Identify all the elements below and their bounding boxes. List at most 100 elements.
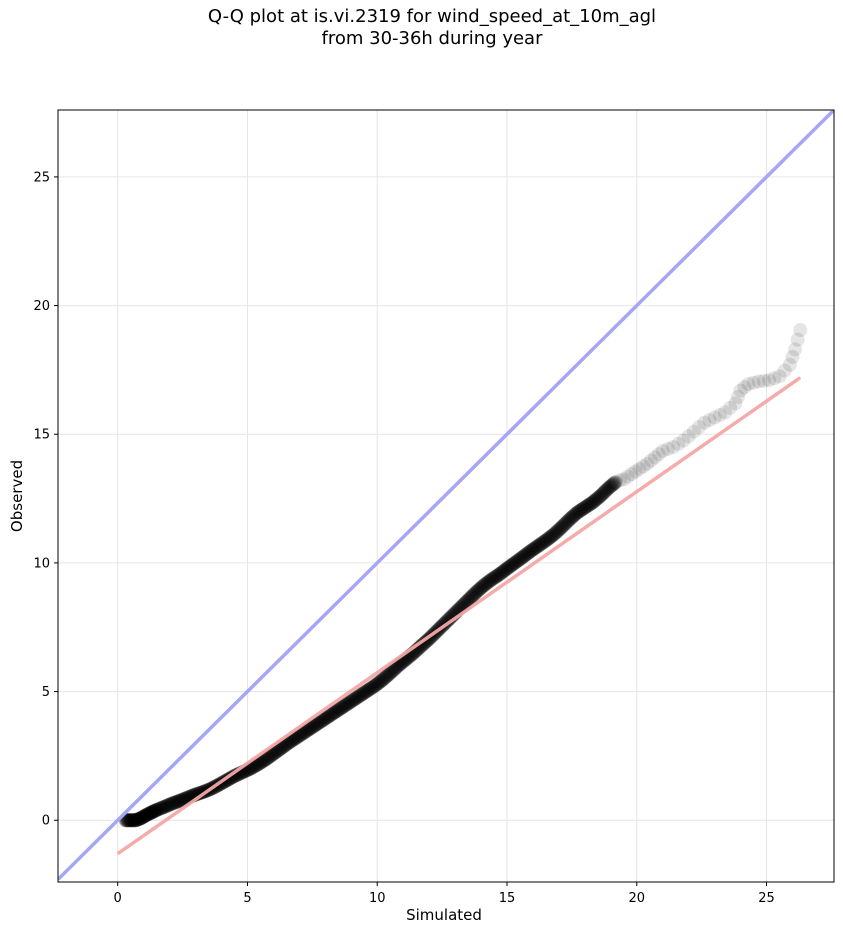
quantile-point bbox=[130, 812, 145, 827]
quantile-point bbox=[415, 638, 430, 653]
quantile-point bbox=[375, 672, 390, 687]
quantile-point bbox=[284, 733, 299, 748]
quantile-point bbox=[535, 535, 550, 550]
quantile-point bbox=[484, 572, 499, 587]
quantile-point bbox=[517, 548, 532, 563]
quantile-point bbox=[267, 746, 282, 761]
quantile-point bbox=[477, 577, 492, 592]
quantile-point bbox=[547, 526, 562, 541]
quantile-point bbox=[476, 578, 491, 593]
quantile-point bbox=[502, 559, 517, 574]
quantile-point bbox=[338, 697, 353, 712]
quantile-point bbox=[676, 433, 691, 448]
quantile-point bbox=[287, 731, 302, 746]
quantile-point bbox=[249, 758, 264, 773]
quantile-point bbox=[134, 811, 149, 826]
y-axis-label: Observed bbox=[8, 460, 26, 532]
quantile-point bbox=[368, 678, 383, 693]
quantile-point bbox=[605, 477, 620, 492]
quantile-point bbox=[598, 483, 613, 498]
quantile-point bbox=[587, 493, 602, 508]
quantile-point bbox=[503, 558, 518, 573]
quantile-point bbox=[275, 740, 290, 755]
quantile-point bbox=[328, 704, 343, 719]
quantile-point bbox=[349, 690, 364, 705]
quantile-point bbox=[591, 490, 606, 505]
quantile-point bbox=[556, 518, 571, 533]
quantile-point bbox=[536, 535, 551, 550]
quantile-point bbox=[125, 813, 140, 828]
quantile-point bbox=[605, 478, 620, 493]
quantile-point bbox=[132, 811, 147, 826]
quantile-point bbox=[514, 550, 529, 565]
quantile-point bbox=[541, 531, 556, 546]
quantile-point bbox=[121, 813, 136, 828]
quantile-point bbox=[527, 541, 542, 556]
quantile-point bbox=[589, 492, 604, 507]
quantile-point bbox=[147, 803, 162, 818]
quantile-point bbox=[785, 350, 800, 365]
quantile-point bbox=[559, 514, 574, 529]
quantile-point bbox=[557, 517, 572, 532]
quantile-point bbox=[514, 551, 529, 566]
quantile-point bbox=[323, 708, 338, 723]
quantile-point bbox=[260, 751, 275, 766]
quantile-point bbox=[478, 577, 493, 592]
quantile-point bbox=[487, 570, 502, 585]
quantile-point bbox=[345, 693, 360, 708]
x-tick-label: 15 bbox=[499, 891, 516, 906]
x-axis-label: Simulated bbox=[406, 906, 482, 924]
quantile-point bbox=[315, 713, 330, 728]
quantile-point bbox=[320, 709, 335, 724]
quantile-point bbox=[555, 519, 570, 534]
quantile-point bbox=[380, 668, 395, 683]
quantile-point bbox=[357, 685, 372, 700]
quantile-point bbox=[261, 750, 276, 765]
quantile-point bbox=[542, 531, 557, 546]
quantile-point bbox=[367, 678, 382, 693]
quantile-point bbox=[546, 527, 561, 542]
quantile-point bbox=[312, 715, 327, 730]
quantile-point bbox=[125, 813, 140, 828]
quantile-point bbox=[366, 679, 381, 694]
quantile-point bbox=[352, 689, 367, 704]
quantile-point bbox=[567, 507, 582, 522]
regression-line bbox=[116, 376, 802, 856]
quantile-point bbox=[509, 554, 524, 569]
quantile-point bbox=[640, 456, 655, 471]
quantile-point bbox=[165, 796, 180, 811]
quantile-point bbox=[381, 667, 396, 682]
quantile-point bbox=[525, 542, 540, 557]
quantile-point bbox=[504, 558, 519, 573]
quantile-point bbox=[515, 550, 530, 565]
quantile-point bbox=[603, 479, 618, 494]
quantile-point bbox=[590, 491, 605, 506]
y-tick-label: 15 bbox=[33, 428, 50, 443]
quantile-point bbox=[354, 687, 369, 702]
quantile-point bbox=[149, 802, 164, 817]
quantile-point bbox=[137, 809, 152, 824]
quantile-point bbox=[417, 635, 432, 650]
quantile-point bbox=[386, 663, 401, 678]
quantile-point bbox=[576, 501, 591, 516]
quantile-point bbox=[260, 750, 275, 765]
quantile-point bbox=[149, 803, 164, 818]
quantile-point bbox=[151, 802, 166, 817]
quantile-point bbox=[123, 813, 138, 828]
quantile-point bbox=[491, 568, 506, 583]
y-tick-label: 5 bbox=[42, 685, 50, 700]
quantile-point bbox=[497, 563, 512, 578]
quantile-point bbox=[160, 798, 175, 813]
quantile-point bbox=[300, 723, 315, 738]
quantile-point bbox=[170, 794, 185, 809]
quantile-point bbox=[606, 476, 621, 491]
quantile-point bbox=[511, 553, 526, 568]
quantile-point bbox=[542, 530, 557, 545]
quantile-point bbox=[712, 407, 727, 422]
quantile-point bbox=[342, 695, 357, 710]
quantile-point bbox=[154, 801, 169, 816]
quantile-point bbox=[310, 716, 325, 731]
quantile-point bbox=[793, 323, 808, 338]
quantile-point bbox=[289, 730, 304, 745]
quantile-point bbox=[566, 509, 581, 524]
